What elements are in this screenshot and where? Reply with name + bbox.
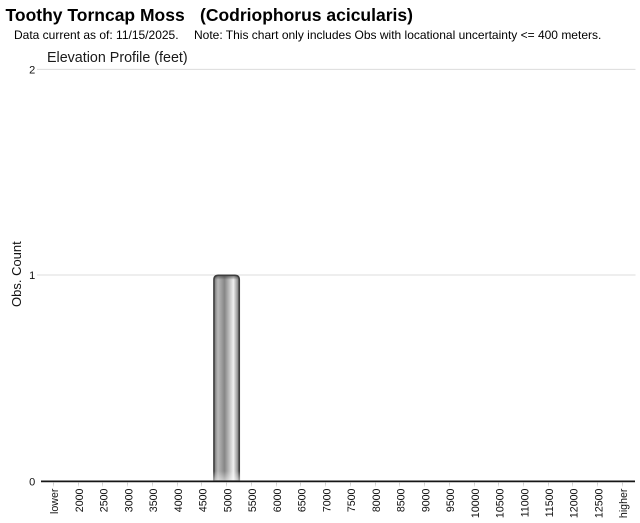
svg-text:9500: 9500 [445,489,457,513]
svg-text:11000: 11000 [519,489,531,518]
svg-text:12000: 12000 [569,489,581,519]
svg-text:12500: 12500 [594,489,606,519]
svg-text:2: 2 [29,64,35,76]
svg-text:6500: 6500 [297,489,309,513]
svg-text:Obs. Count: Obs. Count [9,241,24,307]
svg-text:2500: 2500 [99,489,111,513]
svg-text:8000: 8000 [371,489,383,513]
svg-text:4000: 4000 [173,489,185,513]
svg-text:1: 1 [29,270,35,282]
svg-text:10000: 10000 [470,489,482,519]
svg-text:7500: 7500 [346,489,358,513]
svg-text:3000: 3000 [123,489,135,513]
svg-text:3500: 3500 [148,489,160,513]
svg-text:0: 0 [29,476,35,488]
svg-text:6000: 6000 [272,489,284,513]
svg-text:9000: 9000 [420,489,432,513]
svg-text:5500: 5500 [247,489,259,513]
svg-text:5000: 5000 [222,489,234,513]
svg-text:lower: lower [49,488,61,514]
svg-text:higher: higher [618,488,630,518]
svg-text:4500: 4500 [198,489,210,513]
svg-text:7000: 7000 [321,489,333,513]
svg-text:8500: 8500 [396,489,408,513]
svg-text:11500: 11500 [544,489,556,518]
svg-text:2000: 2000 [74,489,86,513]
svg-text:10500: 10500 [495,489,507,519]
